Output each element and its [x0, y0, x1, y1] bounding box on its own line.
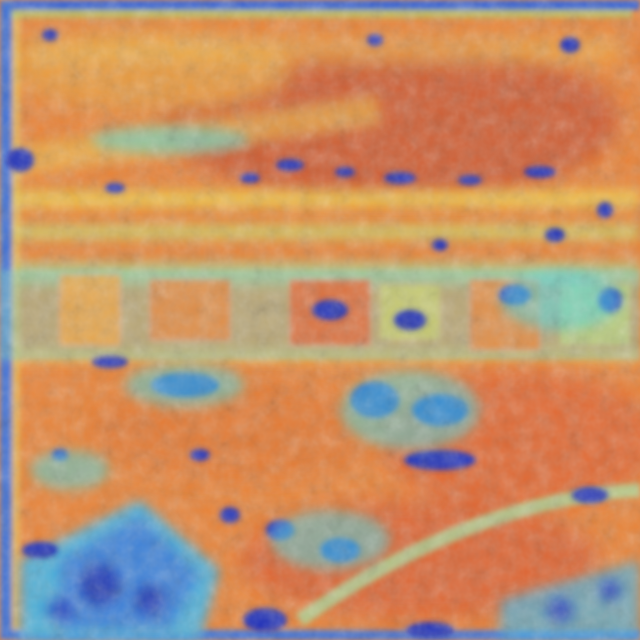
texture-overlay — [0, 0, 640, 640]
heatmap-aerial-image — [0, 0, 640, 640]
